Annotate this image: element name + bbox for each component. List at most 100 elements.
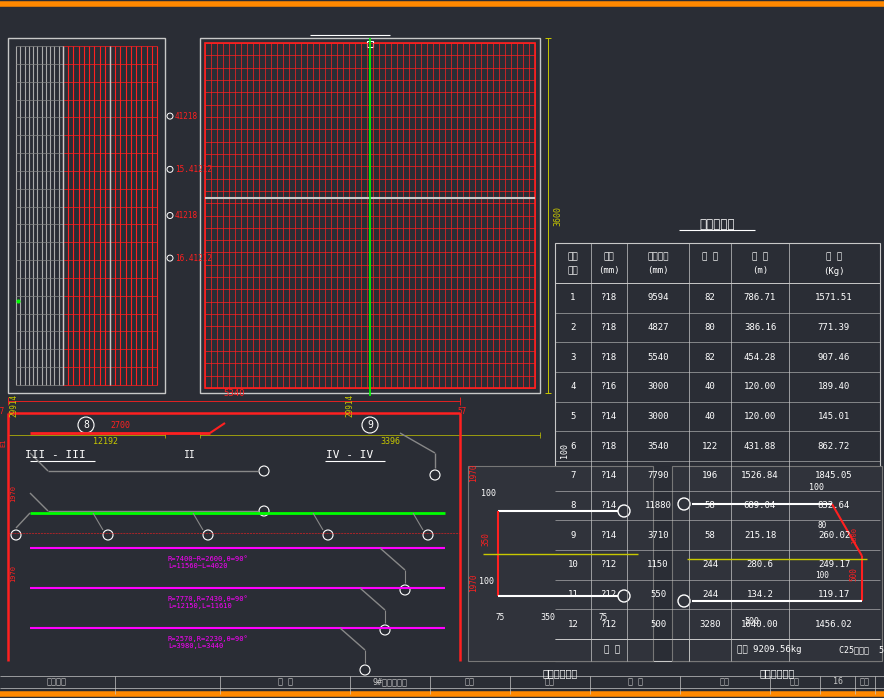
Text: 1970: 1970 bbox=[469, 463, 478, 482]
Text: 15.41212: 15.41212 bbox=[175, 165, 212, 174]
Text: 3280: 3280 bbox=[699, 620, 720, 629]
Text: 制图: 制图 bbox=[720, 678, 730, 687]
Text: 7: 7 bbox=[570, 471, 575, 480]
Text: 11: 11 bbox=[568, 590, 578, 599]
Text: 钢筋: 钢筋 bbox=[568, 253, 578, 262]
Text: 1526.84: 1526.84 bbox=[741, 471, 779, 480]
Text: 3540: 3540 bbox=[647, 442, 669, 451]
Text: 8: 8 bbox=[83, 420, 89, 430]
Text: (m): (m) bbox=[752, 267, 768, 276]
Text: 500: 500 bbox=[650, 620, 666, 629]
Text: 3000: 3000 bbox=[647, 412, 669, 421]
Text: 2: 2 bbox=[570, 323, 575, 332]
Text: (mm): (mm) bbox=[598, 267, 620, 276]
Text: 100: 100 bbox=[478, 577, 493, 586]
Text: 钢筋 9209.56kg: 钢筋 9209.56kg bbox=[736, 646, 801, 655]
Text: 审定: 审定 bbox=[465, 678, 475, 687]
Text: 40: 40 bbox=[705, 383, 715, 392]
Text: ?18: ?18 bbox=[601, 293, 617, 302]
Text: 共 重: 共 重 bbox=[826, 253, 842, 262]
Text: 9: 9 bbox=[367, 420, 373, 430]
Text: 1600: 1600 bbox=[851, 528, 857, 544]
Text: 根 数: 根 数 bbox=[702, 253, 718, 262]
Text: 日期: 日期 bbox=[860, 678, 870, 687]
Text: ?14: ?14 bbox=[601, 471, 617, 480]
Text: 7790: 7790 bbox=[647, 471, 669, 480]
Text: 100: 100 bbox=[560, 443, 569, 457]
Text: 41218: 41218 bbox=[175, 211, 198, 220]
Text: 1150: 1150 bbox=[647, 560, 669, 570]
Text: 40: 40 bbox=[705, 412, 715, 421]
Text: ②号钢筋连接: ②号钢筋连接 bbox=[759, 668, 795, 678]
Text: 58: 58 bbox=[705, 530, 715, 540]
Text: ?14: ?14 bbox=[601, 501, 617, 510]
Text: 9594: 9594 bbox=[647, 293, 669, 302]
Text: 550: 550 bbox=[650, 590, 666, 599]
Bar bbox=[672, 466, 882, 661]
Text: 120.00: 120.00 bbox=[743, 412, 776, 421]
Text: 122: 122 bbox=[702, 442, 718, 451]
Text: 1970: 1970 bbox=[10, 565, 16, 581]
Text: IV - IV: IV - IV bbox=[326, 450, 374, 460]
Text: 单根长度: 单根长度 bbox=[647, 253, 669, 262]
Text: (Kg): (Kg) bbox=[823, 267, 845, 276]
Text: 58: 58 bbox=[705, 501, 715, 510]
Text: 75: 75 bbox=[495, 614, 505, 623]
Text: 862.72: 862.72 bbox=[818, 442, 850, 451]
Text: 6: 6 bbox=[570, 442, 575, 451]
Bar bbox=[468, 466, 653, 661]
Text: 12: 12 bbox=[568, 620, 578, 629]
Text: 10: 10 bbox=[568, 560, 578, 570]
Bar bbox=[205, 43, 535, 388]
Text: 直径: 直径 bbox=[604, 253, 614, 262]
Text: 3396: 3396 bbox=[380, 436, 400, 445]
Text: 145.01: 145.01 bbox=[818, 412, 850, 421]
Text: 189.40: 189.40 bbox=[818, 383, 850, 392]
Text: 57: 57 bbox=[0, 406, 4, 415]
Bar bbox=[8, 38, 165, 393]
Text: ?12: ?12 bbox=[601, 560, 617, 570]
Text: 9: 9 bbox=[570, 530, 575, 540]
Text: 689.04: 689.04 bbox=[743, 501, 776, 510]
Text: 29914: 29914 bbox=[346, 394, 354, 417]
Text: R=2570,R=2230,θ=90°
L=3980,L=3440: R=2570,R=2230,θ=90° L=3980,L=3440 bbox=[168, 635, 248, 649]
Text: 134.2: 134.2 bbox=[747, 590, 774, 599]
Text: C25混凝土  52.80 m3: C25混凝土 52.80 m3 bbox=[839, 646, 884, 655]
Text: 16.41212: 16.41212 bbox=[175, 253, 212, 262]
Text: 编号: 编号 bbox=[568, 267, 578, 276]
Text: 共 长: 共 长 bbox=[752, 253, 768, 262]
Text: (mm): (mm) bbox=[647, 267, 669, 276]
Text: 75: 75 bbox=[598, 614, 607, 623]
Text: 1456.02: 1456.02 bbox=[815, 620, 853, 629]
Text: 3000: 3000 bbox=[647, 383, 669, 392]
Text: 120.00: 120.00 bbox=[743, 383, 776, 392]
Text: 196: 196 bbox=[702, 471, 718, 480]
Text: 431.88: 431.88 bbox=[743, 442, 776, 451]
Text: 3600: 3600 bbox=[553, 206, 562, 226]
Text: 57: 57 bbox=[457, 406, 467, 415]
Text: 82: 82 bbox=[705, 352, 715, 362]
Text: 5340: 5340 bbox=[224, 389, 245, 397]
Text: 钢筋数量表: 钢筋数量表 bbox=[699, 218, 735, 232]
Text: 12192: 12192 bbox=[94, 436, 118, 445]
Text: 500: 500 bbox=[744, 616, 759, 625]
Text: 80: 80 bbox=[705, 323, 715, 332]
Text: ?12: ?12 bbox=[601, 590, 617, 599]
Text: 119.17: 119.17 bbox=[818, 590, 850, 599]
Text: ?12: ?12 bbox=[601, 620, 617, 629]
Text: 复核: 复核 bbox=[545, 678, 555, 687]
Text: 280.6: 280.6 bbox=[747, 560, 774, 570]
Text: 小 计: 小 计 bbox=[604, 646, 620, 655]
Text: 工程名称: 工程名称 bbox=[47, 678, 67, 687]
Text: ?14: ?14 bbox=[601, 530, 617, 540]
Text: 215.18: 215.18 bbox=[743, 530, 776, 540]
Text: 100: 100 bbox=[815, 572, 829, 581]
Text: ?16: ?16 bbox=[601, 383, 617, 392]
Text: 1571.51: 1571.51 bbox=[815, 293, 853, 302]
Text: 832.64: 832.64 bbox=[818, 501, 850, 510]
Text: 4: 4 bbox=[570, 383, 575, 392]
Bar bbox=[555, 243, 880, 661]
Text: 80: 80 bbox=[818, 521, 827, 530]
Text: 454.28: 454.28 bbox=[743, 352, 776, 362]
Text: 1970: 1970 bbox=[10, 484, 16, 501]
